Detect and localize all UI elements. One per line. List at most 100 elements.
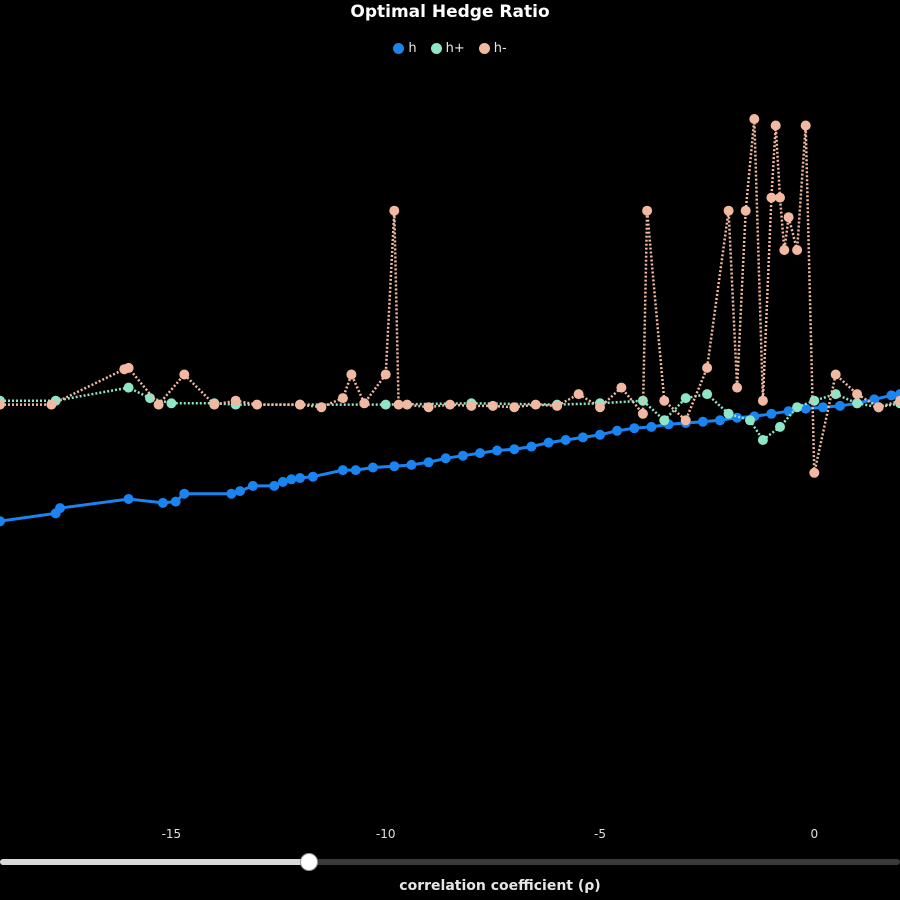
data-point-h[interactable] — [406, 459, 417, 470]
data-point-h-plus[interactable] — [380, 399, 391, 410]
data-point-h-minus[interactable] — [337, 393, 348, 404]
data-point-h-minus[interactable] — [757, 395, 768, 406]
data-point-h-minus[interactable] — [770, 120, 781, 131]
data-point-h-minus[interactable] — [423, 402, 434, 413]
data-point-h-plus[interactable] — [723, 408, 734, 419]
data-point-h-minus[interactable] — [445, 399, 455, 410]
data-point-h[interactable] — [715, 415, 725, 426]
data-point-h[interactable] — [277, 476, 288, 487]
data-point-h-plus[interactable] — [123, 382, 134, 393]
data-point-h-minus[interactable] — [895, 395, 900, 406]
range-slider-thumb[interactable] — [300, 853, 318, 871]
data-point-h-minus[interactable] — [783, 212, 794, 223]
data-point-h[interactable] — [367, 462, 378, 473]
data-point-h-minus[interactable] — [209, 399, 220, 410]
data-point-h-minus[interactable] — [809, 467, 820, 478]
data-point-h-minus[interactable] — [46, 399, 57, 410]
data-point-h-plus[interactable] — [702, 389, 713, 400]
data-point-h-minus[interactable] — [552, 400, 563, 411]
data-point-h-minus[interactable] — [402, 399, 413, 410]
data-point-h[interactable] — [766, 408, 777, 419]
data-point-h-minus[interactable] — [723, 205, 734, 216]
data-point-h[interactable] — [886, 390, 897, 401]
data-point-h-minus[interactable] — [766, 192, 777, 203]
data-point-h-minus[interactable] — [852, 389, 863, 400]
data-point-h-minus[interactable] — [595, 402, 605, 413]
data-point-h-minus[interactable] — [487, 400, 498, 411]
data-point-h[interactable] — [509, 444, 520, 455]
data-point-h-minus[interactable] — [702, 362, 713, 373]
data-point-h-minus[interactable] — [359, 398, 370, 409]
legend-item-h-minus[interactable]: h- — [478, 38, 507, 58]
data-point-h[interactable] — [247, 480, 258, 491]
data-point-h[interactable] — [869, 394, 880, 405]
data-point-h[interactable] — [492, 445, 503, 456]
data-point-h[interactable] — [123, 494, 134, 504]
data-point-h[interactable] — [0, 516, 5, 527]
data-point-h-plus[interactable] — [680, 393, 691, 404]
data-point-h[interactable] — [157, 497, 168, 508]
data-point-h-minus[interactable] — [830, 369, 841, 380]
data-point-h-minus[interactable] — [380, 369, 391, 380]
data-point-h[interactable] — [475, 448, 485, 459]
data-point-h-minus[interactable] — [153, 399, 164, 410]
data-point-h[interactable] — [307, 471, 318, 482]
data-point-h[interactable] — [350, 465, 361, 476]
data-point-h-minus[interactable] — [123, 362, 134, 373]
data-point-h[interactable] — [389, 461, 400, 472]
data-point-h[interactable] — [226, 488, 237, 499]
data-point-h[interactable] — [817, 402, 828, 413]
data-point-h-plus[interactable] — [792, 402, 803, 413]
data-point-h[interactable] — [440, 453, 451, 464]
data-point-h-minus[interactable] — [680, 415, 691, 426]
data-point-h-plus[interactable] — [809, 395, 820, 406]
range-slider-track[interactable] — [0, 859, 900, 865]
data-point-h-plus[interactable] — [166, 398, 177, 409]
data-point-h-minus[interactable] — [509, 402, 520, 413]
data-point-h-minus[interactable] — [637, 408, 648, 419]
data-point-h[interactable] — [732, 412, 743, 423]
data-point-h-minus[interactable] — [800, 120, 811, 131]
data-point-h[interactable] — [595, 429, 605, 440]
data-point-h-minus[interactable] — [873, 402, 884, 413]
data-point-h-minus[interactable] — [295, 399, 305, 410]
data-point-h[interactable] — [783, 406, 794, 417]
data-point-h-minus[interactable] — [0, 399, 5, 410]
data-point-h[interactable] — [423, 457, 434, 468]
data-point-h-minus[interactable] — [779, 245, 790, 255]
data-point-h-minus[interactable] — [530, 399, 541, 410]
data-point-h[interactable] — [337, 465, 348, 476]
data-point-h-minus[interactable] — [573, 389, 584, 400]
data-point-h-minus[interactable] — [252, 399, 263, 410]
data-point-h-minus[interactable] — [616, 382, 627, 393]
legend-item-h[interactable]: h — [393, 38, 417, 58]
data-point-h[interactable] — [179, 488, 190, 499]
data-point-h[interactable] — [577, 432, 588, 443]
data-point-h[interactable] — [526, 441, 537, 452]
data-point-h-minus[interactable] — [346, 369, 357, 380]
data-point-h-plus[interactable] — [775, 421, 785, 432]
data-point-h[interactable] — [543, 437, 554, 448]
data-point-h-minus[interactable] — [230, 395, 241, 406]
data-point-h-minus[interactable] — [775, 192, 785, 203]
data-point-h-minus[interactable] — [659, 395, 670, 406]
data-point-h[interactable] — [560, 435, 571, 445]
data-point-h[interactable] — [170, 496, 181, 507]
data-point-h[interactable] — [646, 421, 657, 432]
data-point-h-minus[interactable] — [740, 205, 751, 216]
data-point-h-minus[interactable] — [466, 400, 477, 411]
data-point-h-minus[interactable] — [179, 369, 190, 380]
data-point-h[interactable] — [629, 423, 640, 434]
data-point-h-minus[interactable] — [642, 205, 653, 216]
data-point-h-plus[interactable] — [757, 435, 768, 445]
data-point-h[interactable] — [457, 450, 468, 461]
data-point-h-minus[interactable] — [732, 382, 743, 393]
data-point-h[interactable] — [286, 474, 297, 485]
data-point-h-minus[interactable] — [792, 245, 803, 255]
data-point-h-minus[interactable] — [749, 114, 760, 124]
data-point-h-minus[interactable] — [389, 205, 400, 216]
data-point-h-minus[interactable] — [316, 402, 327, 413]
data-point-h[interactable] — [269, 480, 280, 491]
data-point-h[interactable] — [612, 425, 623, 436]
legend-item-h-plus[interactable]: h+ — [430, 38, 465, 58]
